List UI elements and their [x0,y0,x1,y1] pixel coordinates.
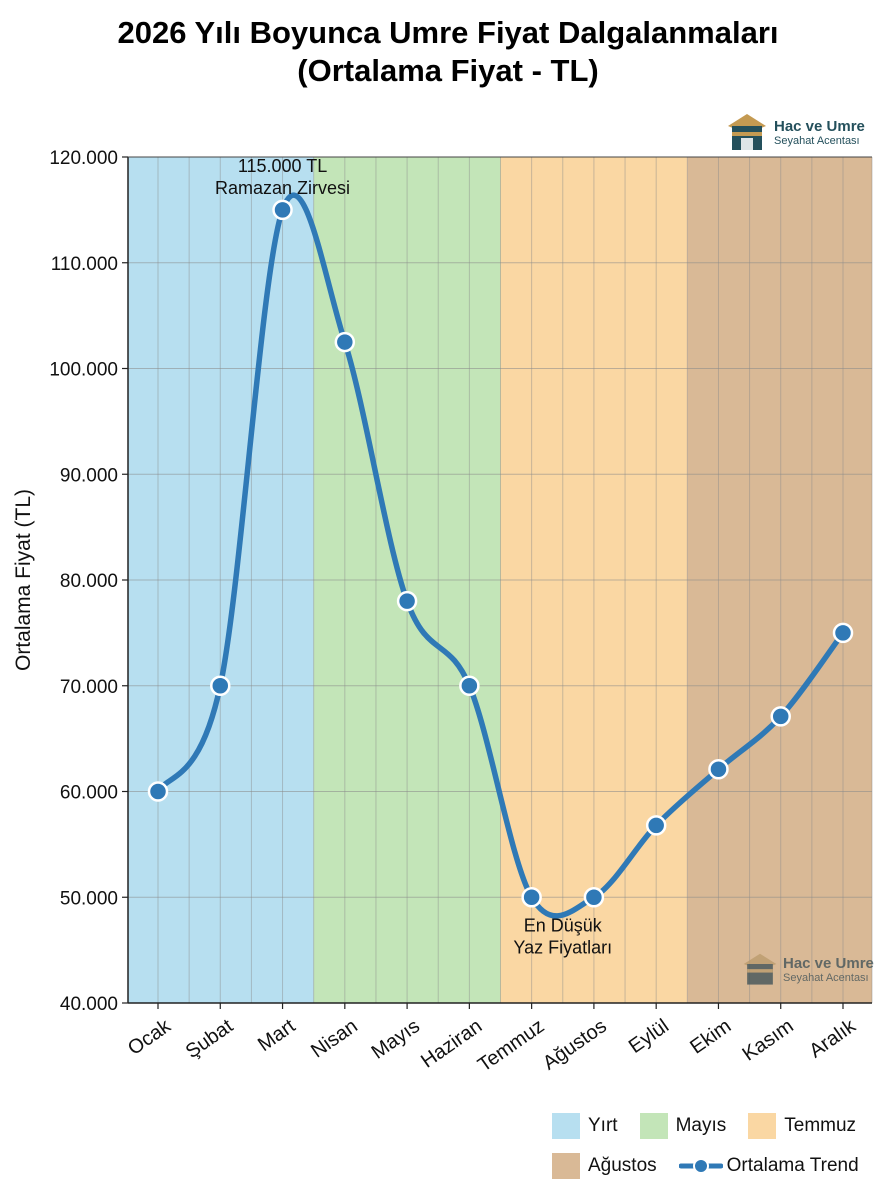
annotation-line1: 115.000 TL [238,156,327,176]
y-tick-label: 50.000 [60,888,118,909]
legend-swatch-agustos [552,1153,580,1179]
data-point-Mart [272,199,293,221]
x-tick-label: Nisan [307,1015,362,1062]
data-point-Ocak [147,781,169,802]
chart-title-line2: (Ortalama Fiyat - TL) [297,53,599,88]
data-point-Temmuz [521,887,542,908]
x-tick-labels: Ocak Şubat Mart Nisan MayısHaziranTemmuzAğus… [124,1003,861,1076]
x-tick-label: Ağustos [539,1015,611,1074]
legend-swatch-yirt [552,1113,580,1139]
data-point-Ekim [708,759,729,780]
chart-title-line1: 2026 Yılı Boyunca Umre Fiyat Dalgalanmal… [117,15,779,50]
chart-title: 2026 Yılı Boyunca Umre Fiyat Dalgalanmal… [0,14,896,90]
x-tick-label: Kasım [739,1015,798,1066]
watermark-brand-subtitle: Seyahat Acentası [783,971,869,984]
brand-logo-top: Hac ve Umre Seyahat Acentası [726,112,865,154]
data-point-Kasım [770,706,791,727]
x-tick-label: Mart [254,1015,300,1056]
y-tick-label: 70.000 [60,677,118,698]
data-point-Eylül [645,815,667,836]
watermark-brand-name: Hac ve Umre [783,954,874,972]
legend-item-agustos: Ağustos [552,1153,657,1179]
x-tick-label: Mayıs [368,1015,424,1064]
chart-legend: Yırt Mayıs Temmuz Ağustos Ortalama Trend [552,1112,892,1192]
legend-item-mayis: Mayıs [639,1113,727,1139]
legend-item-temmuz: Temmuz [748,1113,856,1139]
y-tick-label: 120.000 [49,148,118,169]
kaaba-logo-icon [743,953,777,985]
y-tick-label: 100.000 [49,360,118,381]
legend-label-trend: Ortalama Trend [726,1155,859,1176]
y-tick-label: 80.000 [60,571,118,592]
y-tick-label: 90.000 [60,465,118,486]
legend-item-yirt: Yırt [552,1113,618,1139]
legend-label-mayis: Mayıs [675,1115,727,1136]
x-tick-label: Ekim [686,1015,735,1059]
legend-label-temmuz: Temmuz [784,1115,857,1136]
annotation-line2: Ramazan Zirvesi [215,178,350,198]
line-chart: 40.000 50.000 60.000 70.000 80.000 90.000 100.… [12,148,873,1076]
y-axis-label: Ortalama Fiyat (TL) [12,489,35,671]
x-tick-label: Temmuz [474,1015,549,1076]
x-tick-label: Eylül [625,1015,673,1058]
legend-swatch-mayis [639,1113,668,1139]
y-tick-labels: 40.000 50.000 60.000 70.000 80.000 90.000 100.… [49,148,128,1015]
y-tick-label: 110.000 [51,254,118,275]
annotation-line1: En Düşük [524,915,603,935]
legend-item-trend: Ortalama Trend [678,1153,859,1179]
legend-trend-icon [678,1158,723,1174]
brand-name: Hac ve Umre [774,117,865,135]
brand-subtitle: Seyahat Acentası [774,134,860,147]
data-point-Nisan [334,331,356,353]
y-tick-label: 40.000 [60,994,118,1015]
brand-logo-watermark: Hac ve Umre Seyahat Acentası [742,952,874,988]
legend-label-agustos: Ağustos [588,1155,657,1176]
legend-swatch-temmuz [748,1113,777,1139]
y-tick-label: 60.000 [60,783,118,804]
x-tick-label: Ocak [124,1015,176,1060]
x-tick-label: Şubat [182,1015,238,1063]
kaaba-logo-icon [728,114,766,150]
data-point-Haziran [459,675,480,696]
data-point-Aralık [832,622,854,644]
x-tick-label: Haziran [417,1015,486,1073]
legend-label-yirt: Yırt [588,1115,618,1136]
data-point-Ağustos [583,887,605,908]
trend-markers [147,199,854,908]
x-tick-label: Aralık [805,1015,860,1063]
annotation-line2: Yaz Fiyatları [513,937,612,957]
data-point-Mayıs [396,590,418,612]
data-point-Şubat [210,675,231,696]
trend-line [155,192,846,919]
